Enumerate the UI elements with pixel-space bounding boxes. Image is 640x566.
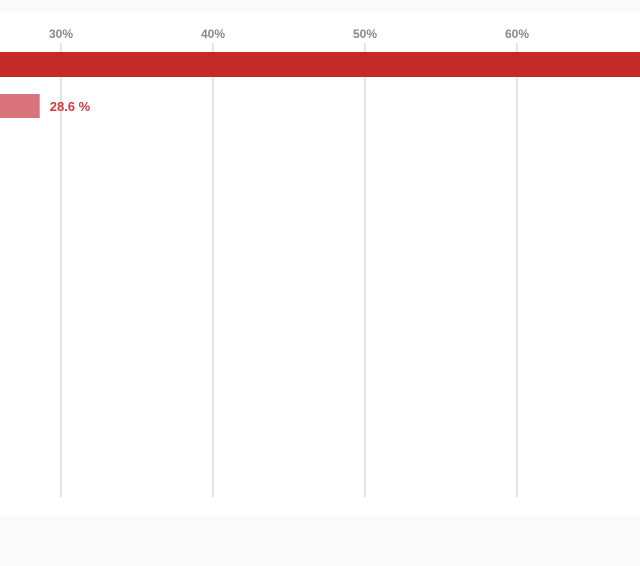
x-tick-label: 30% [49,27,73,41]
x-tick-label: 50% [353,27,377,41]
bottom-band [0,515,640,566]
top-band [0,0,640,12]
data-label: 28.6 % [50,99,91,114]
bar [0,52,640,77]
x-tick-label: 40% [201,27,225,41]
x-tick-label: 60% [505,27,529,41]
bar [0,94,40,118]
